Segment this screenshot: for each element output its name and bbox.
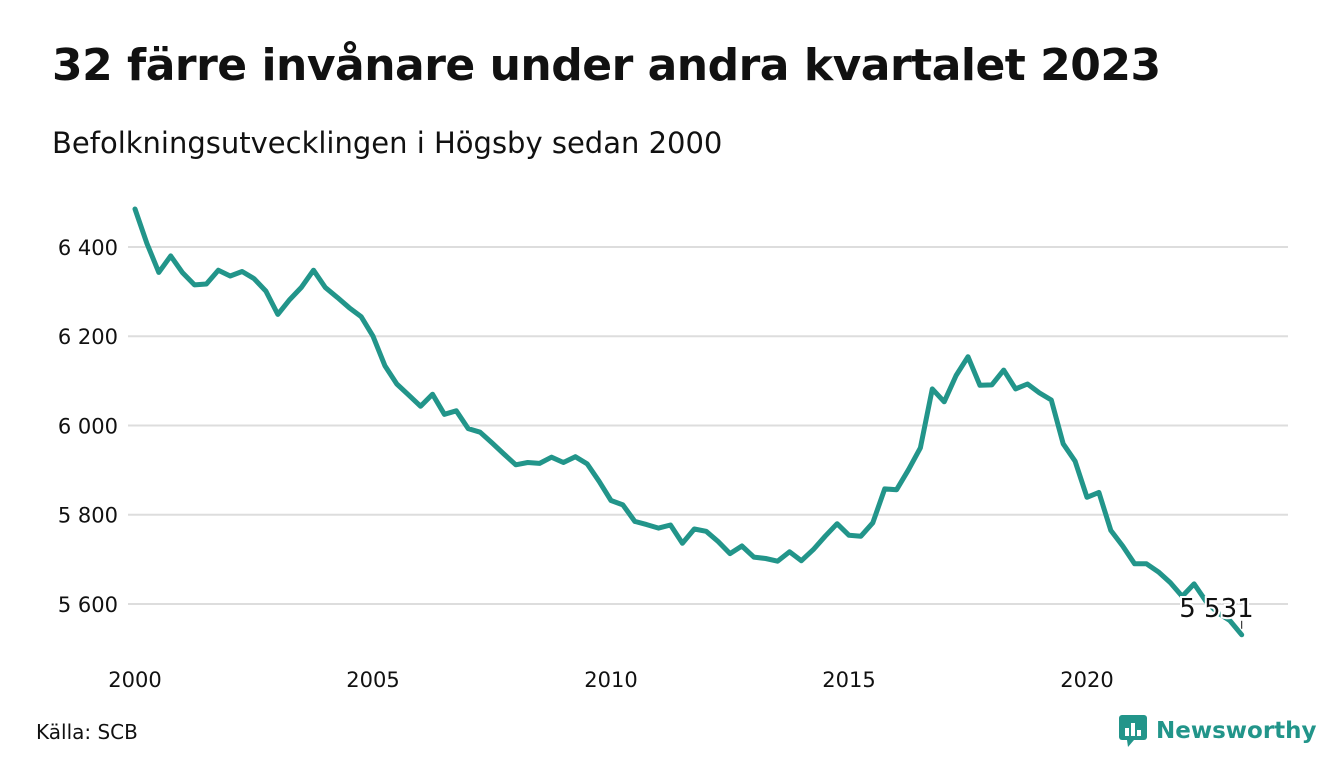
x-tick-label: 2010 <box>584 668 637 692</box>
y-tick-label: 5 800 <box>58 504 118 528</box>
y-tick-label: 5 600 <box>58 593 118 617</box>
x-axis-tick-labels: 2000 2005 2010 2015 2020 <box>108 668 1113 692</box>
y-axis-tick-labels: 5 600 5 800 6 000 6 200 6 400 <box>58 236 118 617</box>
x-tick-label: 2015 <box>822 668 875 692</box>
newsworthy-logo-icon <box>1119 715 1147 747</box>
x-tick-label: 2005 <box>346 668 399 692</box>
y-tick-label: 6 000 <box>58 414 118 438</box>
x-tick-label: 2020 <box>1060 668 1113 692</box>
y-tick-label: 6 400 <box>58 236 118 260</box>
chart-title: 32 färre invånare under andra kvartalet … <box>52 40 1161 91</box>
annotation-layer: 5 531 <box>1177 592 1256 629</box>
source-note: Källa: SCB <box>36 720 138 744</box>
brand-logo: Newsworthy <box>1118 714 1317 748</box>
grid-lines <box>128 245 1288 605</box>
series-layer <box>132 206 1245 638</box>
last-value-label: 5 531 <box>1179 594 1253 624</box>
x-tick-label: 2000 <box>108 668 161 692</box>
y-tick-label: 6 200 <box>58 325 118 349</box>
brand-name: Newsworthy <box>1156 718 1317 744</box>
series-line-0 <box>132 206 1245 638</box>
chart-subtitle: Befolkningsutvecklingen i Högsby sedan 2… <box>52 126 723 160</box>
